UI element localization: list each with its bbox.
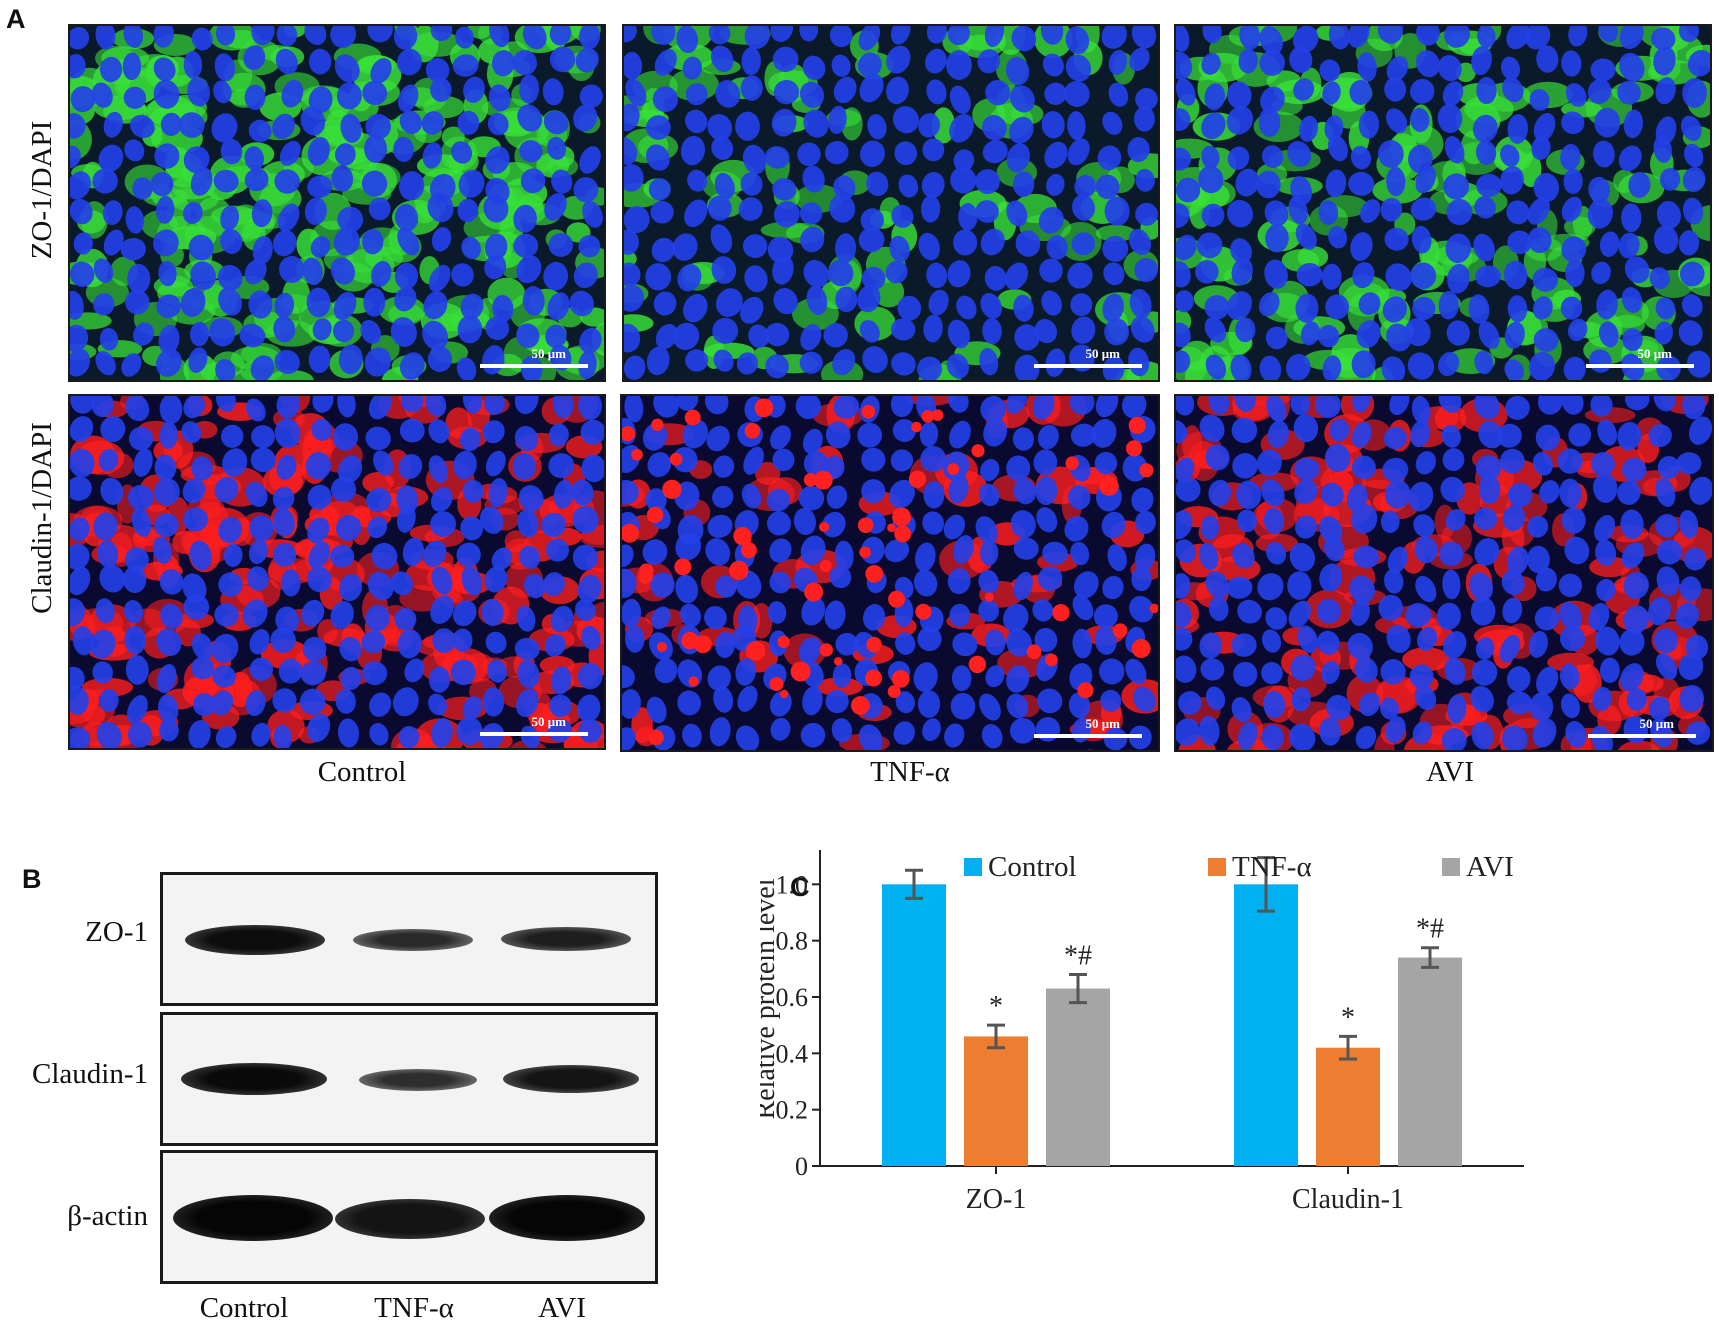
scale-bar-label: 50 μm	[1637, 346, 1672, 361]
scale-bar	[1034, 734, 1142, 738]
band-claudin1-control	[181, 1063, 327, 1095]
micrograph-zo1-tnf: 50 μm	[622, 24, 1160, 382]
legend-label: TNF-α	[1232, 851, 1312, 883]
scale-bar-label: 50 μm	[1085, 716, 1120, 731]
bar	[1316, 1047, 1380, 1166]
column-label-avi: AVI	[1426, 756, 1474, 788]
scale-bar-label: 50 μm	[1085, 346, 1120, 361]
significance-label: *#	[1064, 940, 1092, 971]
scale-bar-label: 50 μm	[531, 714, 566, 729]
y-tick-label: 0	[795, 1152, 808, 1181]
y-tick-label: 0.6	[776, 983, 809, 1012]
x-tick-label: ZO-1	[966, 1184, 1027, 1215]
micrograph-claudin1-avi: 50 μm	[1174, 394, 1714, 752]
band-beta-actin-avi	[489, 1195, 645, 1241]
legend-swatch	[1208, 858, 1226, 876]
row-label-zo1-dapi: ZO-1/DAPI	[26, 120, 58, 260]
band-zo1-control	[185, 925, 325, 955]
y-tick-label: 1.0	[776, 870, 809, 899]
scale-bar	[1034, 364, 1142, 368]
band-beta-actin-control	[173, 1195, 333, 1241]
band-zo1-tnf	[353, 929, 473, 951]
blot-label-claudin1: Claudin-1	[32, 1058, 148, 1090]
band-claudin1-avi	[503, 1065, 639, 1093]
panel-a-letter: A	[6, 4, 26, 34]
y-tick-label: 0.8	[776, 927, 809, 956]
band-claudin1-tnf	[359, 1069, 477, 1091]
significance-label: *	[1341, 1002, 1355, 1033]
bar	[882, 884, 946, 1166]
scale-bar	[480, 732, 588, 736]
x-tick-label: Claudin-1	[1292, 1184, 1404, 1215]
micrograph-zo1-avi: 50 μm	[1174, 24, 1712, 382]
micrograph-claudin1-tnf: 50 μm	[620, 394, 1160, 752]
micrograph-claudin1-control: 50 μm	[68, 394, 606, 750]
blot-column-control: Control	[199, 1292, 289, 1324]
y-tick-label: 0.4	[776, 1039, 809, 1068]
legend-swatch	[964, 858, 982, 876]
bar	[964, 1036, 1028, 1166]
band-beta-actin-tnf	[335, 1199, 485, 1239]
panel-c-letter: C	[790, 872, 810, 902]
legend-label: AVI	[1466, 851, 1514, 883]
bar-chart: 00.20.40.60.81.01.2Relative protein leve…	[760, 850, 1524, 1215]
significance-label: *	[989, 991, 1003, 1022]
scale-bar-label: 50 μm	[531, 346, 566, 361]
blot-strip-zo1	[160, 872, 658, 1006]
significance-label: *#	[1416, 914, 1444, 945]
blot-column-avi: AVI	[538, 1292, 586, 1324]
panel-b-letter: B	[22, 864, 42, 894]
micrograph-zo1-control: 50 μm	[68, 24, 606, 382]
legend-swatch	[1442, 858, 1460, 876]
blot-column-tnf: TNF-α	[374, 1292, 454, 1324]
blot-label-zo1: ZO-1	[85, 916, 148, 948]
y-axis-label: Relative protein level	[760, 878, 781, 1119]
column-label-tnf: TNF-α	[870, 756, 950, 788]
row-label-claudin1-dapi: Claudin-1/DAPI	[26, 422, 58, 614]
scale-bar-label: 50 μm	[1639, 716, 1674, 731]
bar	[1398, 957, 1462, 1166]
blot-label-beta-actin: β-actin	[67, 1200, 148, 1232]
scale-bar	[480, 364, 588, 368]
band-zo1-avi	[501, 927, 631, 951]
scale-bar	[1588, 734, 1696, 738]
blot-strip-claudin1	[160, 1012, 658, 1146]
bar	[1046, 988, 1110, 1166]
scale-bar	[1586, 364, 1694, 368]
bar	[1234, 884, 1298, 1166]
legend-label: Control	[988, 851, 1077, 883]
column-label-control: Control	[317, 756, 407, 788]
blot-strip-beta-actin	[160, 1150, 658, 1284]
y-tick-label: 0.2	[776, 1096, 809, 1125]
